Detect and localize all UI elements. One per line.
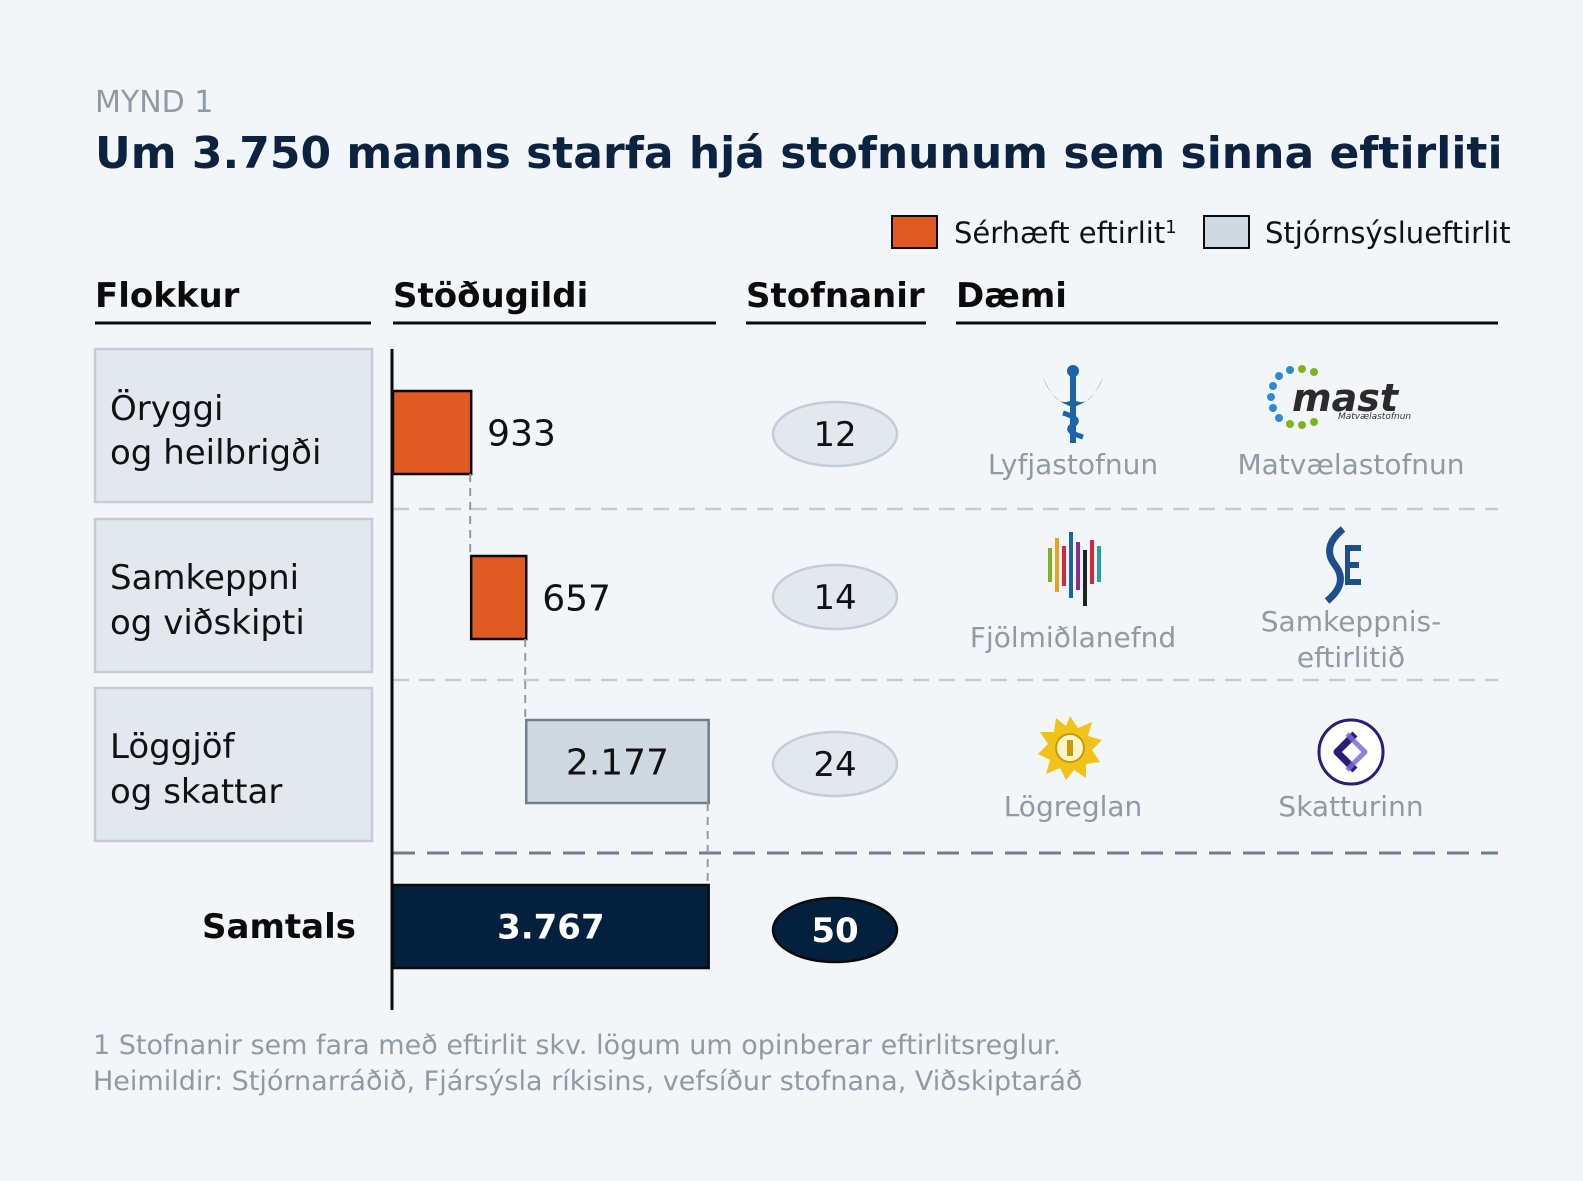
legend-label-specialized: Sérhæft eftirlit1 xyxy=(954,216,1177,250)
header-fte: Stöðugildi xyxy=(393,276,588,316)
mast-logo-text: mast xyxy=(1292,376,1400,420)
example-name: Lögreglan xyxy=(1004,790,1143,823)
category-label: og heilbrigði xyxy=(110,433,321,473)
source-note: Heimildir: Stjórnarráðið, Fjársýsla ríki… xyxy=(93,1066,1082,1097)
count-pill xyxy=(771,400,899,468)
header-examples: Dæmi xyxy=(956,276,1067,316)
count-total-value: 50 xyxy=(811,911,858,951)
example-name: Matvælastofnun xyxy=(1237,448,1464,481)
row-separators xyxy=(393,507,1498,855)
legend-swatch-specialized xyxy=(891,215,938,249)
header-category: Flokkur xyxy=(95,276,240,316)
count-value: 12 xyxy=(813,415,856,455)
category-column: Öryggi og heilbrigði Samkeppni og viðski… xyxy=(93,347,374,947)
bar-specialized xyxy=(469,554,528,641)
count-pill xyxy=(771,730,899,798)
category-label: Samkeppni xyxy=(110,558,299,598)
category-label: Öryggi xyxy=(110,388,223,429)
count-value: 14 xyxy=(813,578,856,618)
count-pill xyxy=(771,563,899,631)
total-label: Samtals xyxy=(202,907,356,947)
category-label: og skattar xyxy=(110,772,282,812)
bar-value-label: 2.177 xyxy=(566,743,669,784)
mast-logo-icon: mast Matvælastofnun xyxy=(1267,365,1411,429)
example-name: eftirlitið xyxy=(1297,641,1405,674)
category-label: Löggjöf xyxy=(110,727,236,767)
example-name: Fjölmiðlanefnd xyxy=(970,621,1176,654)
category-box xyxy=(93,347,374,504)
count-value: 24 xyxy=(813,745,856,785)
bar-layer: 933 657 2.177 3.767 xyxy=(391,389,710,970)
category-label: og viðskipti xyxy=(110,603,305,643)
examples-column: Lyfjastofnun mast Matvælastofnun Matvæla… xyxy=(970,365,1465,823)
mast-logo-subtext: Matvælastofnun xyxy=(1338,412,1411,422)
footnote: 1 Stofnanir sem fara með eftirlit skv. l… xyxy=(93,1030,1061,1061)
bar-specialized xyxy=(391,389,473,476)
bar-value-label: 933 xyxy=(487,414,556,455)
column-headers: Flokkur Stöðugildi Stofnanir Dæmi xyxy=(95,276,1498,325)
example-name: Lyfjastofnun xyxy=(988,448,1158,481)
figure-label: MYND 1 xyxy=(95,85,213,120)
bar-administrative xyxy=(524,718,710,805)
agency-count-column: 12 14 24 50 xyxy=(771,400,899,964)
category-row: Löggjöf og skattar xyxy=(93,686,374,843)
category-box xyxy=(93,686,374,843)
bar-value-label: 657 xyxy=(542,579,611,620)
example-name: Samkeppnis- xyxy=(1261,605,1441,638)
bars-logo-icon xyxy=(1048,532,1101,606)
chart-title: Um 3.750 manns starfa hjá stofnunum sem … xyxy=(95,128,1503,179)
legend: Sérhæft eftirlit1 Stjórnsýslueftirlit xyxy=(891,215,1511,250)
count-pill-total xyxy=(771,896,899,964)
header-agencies: Stofnanir xyxy=(746,276,925,316)
police-badge-icon xyxy=(1038,716,1102,780)
category-row: Samkeppni og viðskipti xyxy=(93,517,374,674)
se-logo-icon xyxy=(1324,526,1361,604)
skatturinn-logo-icon xyxy=(1317,718,1385,786)
category-row: Öryggi og heilbrigði xyxy=(93,347,374,504)
legend-label-administrative: Stjórnsýslueftirlit xyxy=(1265,216,1511,250)
legend-swatch-administrative xyxy=(1203,215,1250,249)
example-name: Skatturinn xyxy=(1278,790,1423,823)
category-box xyxy=(93,517,374,674)
bar-total-label: 3.767 xyxy=(497,908,605,948)
caduceus-icon xyxy=(1043,365,1103,443)
